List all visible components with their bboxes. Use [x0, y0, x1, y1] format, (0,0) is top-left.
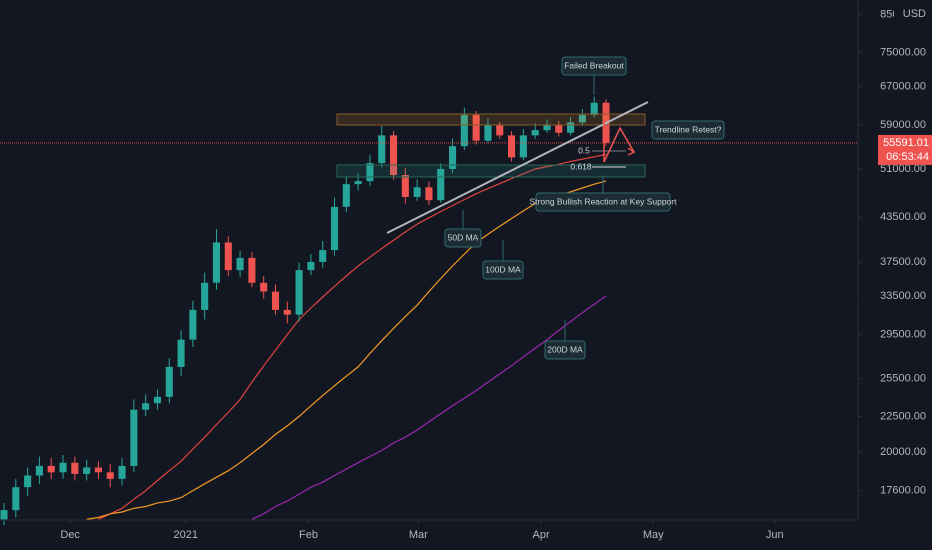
x-tick-label: Apr — [533, 529, 550, 541]
y-tick-label: 37500.00 — [880, 256, 926, 268]
note-box — [651, 120, 725, 140]
candle-body — [142, 403, 150, 410]
moving-average — [98, 153, 607, 520]
candle-body — [555, 124, 563, 133]
candle-body — [378, 135, 386, 164]
resistance-zone — [336, 113, 646, 126]
candle-body — [354, 181, 362, 185]
note: Trendline Retest? — [655, 124, 722, 134]
fib-label: 0.5 — [578, 145, 590, 155]
candle-body — [330, 206, 339, 251]
candle-body — [201, 282, 209, 310]
candle-body — [437, 169, 445, 201]
candle-body — [319, 250, 327, 262]
y-tick-label: 29500.00 — [880, 328, 926, 340]
candle-body — [413, 187, 421, 197]
candle-body — [567, 122, 575, 133]
y-tick-label: 75000.00 — [880, 46, 926, 58]
note: Failed Breakout — [564, 60, 624, 70]
candle-body — [59, 462, 67, 473]
y-tick-label: 51000.00 — [880, 163, 926, 175]
candle-body — [307, 261, 315, 271]
y-tick-label: 33500.00 — [880, 290, 926, 302]
candle-body — [425, 187, 433, 201]
y-tick-label: 67000.00 — [880, 80, 926, 92]
candle-body — [130, 409, 138, 466]
moving-average — [86, 180, 607, 520]
candle-body — [35, 465, 43, 476]
candle-body — [71, 462, 79, 474]
x-tick-label: 2021 — [174, 529, 198, 541]
candle-body — [94, 467, 102, 473]
x-tick-label: Jun — [766, 529, 784, 541]
candle-body — [212, 242, 221, 283]
candle-body — [12, 487, 20, 511]
plot-area — [0, 96, 858, 526]
projection-path — [603, 122, 635, 163]
y-tick-label: 59000.00 — [880, 119, 926, 131]
candle-body — [47, 465, 55, 473]
last-price-label: 55591.01 — [883, 137, 929, 149]
x-tick-label: May — [643, 529, 664, 541]
axes: 85000.0075000.0067000.0059000.0051000.00… — [60, 8, 932, 541]
moving-average — [251, 295, 607, 520]
candle-body — [83, 467, 91, 474]
candle-body — [177, 339, 185, 367]
candle-body — [189, 309, 197, 340]
candle-body — [519, 135, 527, 158]
ma-label: 100D MA — [485, 264, 521, 274]
candle-body — [165, 366, 173, 397]
y-tick-label: 22500.00 — [880, 410, 926, 422]
candle-body — [496, 124, 504, 136]
candle-body — [260, 282, 268, 292]
candle-body — [460, 114, 468, 147]
x-tick-label: Dec — [60, 529, 80, 541]
y-tick-label: 43500.00 — [880, 211, 926, 223]
x-tick-label: Feb — [299, 529, 318, 541]
candle-body — [449, 146, 457, 170]
candle-body — [153, 396, 162, 404]
candle-body — [24, 475, 32, 488]
candle-body — [484, 124, 492, 141]
candle-body — [401, 174, 409, 197]
y-tick-label: 20000.00 — [880, 446, 926, 458]
candle-body — [342, 184, 350, 207]
candle-body — [106, 472, 114, 479]
currency: USD — [903, 8, 926, 20]
candle-body — [236, 257, 244, 271]
candle-body — [118, 465, 126, 479]
y-tick-label: 17600.00 — [880, 485, 926, 497]
currency-box — [894, 5, 932, 23]
candle-body — [248, 257, 256, 283]
x-tick-label: Mar — [409, 529, 428, 541]
support-zone — [336, 164, 646, 178]
candle-body — [543, 124, 551, 131]
projection-arrow — [627, 147, 636, 156]
candle-body — [590, 102, 598, 115]
y-tick-label: 25500.00 — [880, 372, 926, 384]
countdown: 06:53:44 — [886, 151, 929, 163]
last-price-box — [878, 134, 932, 165]
fib-label: 0.618 — [570, 161, 592, 171]
price-axis — [858, 0, 932, 550]
candle-body — [472, 114, 480, 141]
candle-body — [531, 130, 539, 136]
candle-body — [366, 163, 374, 182]
candle-body — [295, 270, 303, 315]
candle-body — [389, 135, 398, 175]
candle-body — [0, 510, 8, 520]
ma-label: 200D MA — [547, 344, 583, 354]
note: Strong Bullish Reaction at Key Support — [530, 196, 678, 206]
candle-body — [271, 291, 280, 310]
ma-label: 50D MA — [448, 232, 479, 242]
candle-body — [508, 135, 516, 158]
candle-body — [283, 309, 291, 315]
candle-body — [578, 114, 586, 123]
candle-body — [224, 242, 232, 271]
